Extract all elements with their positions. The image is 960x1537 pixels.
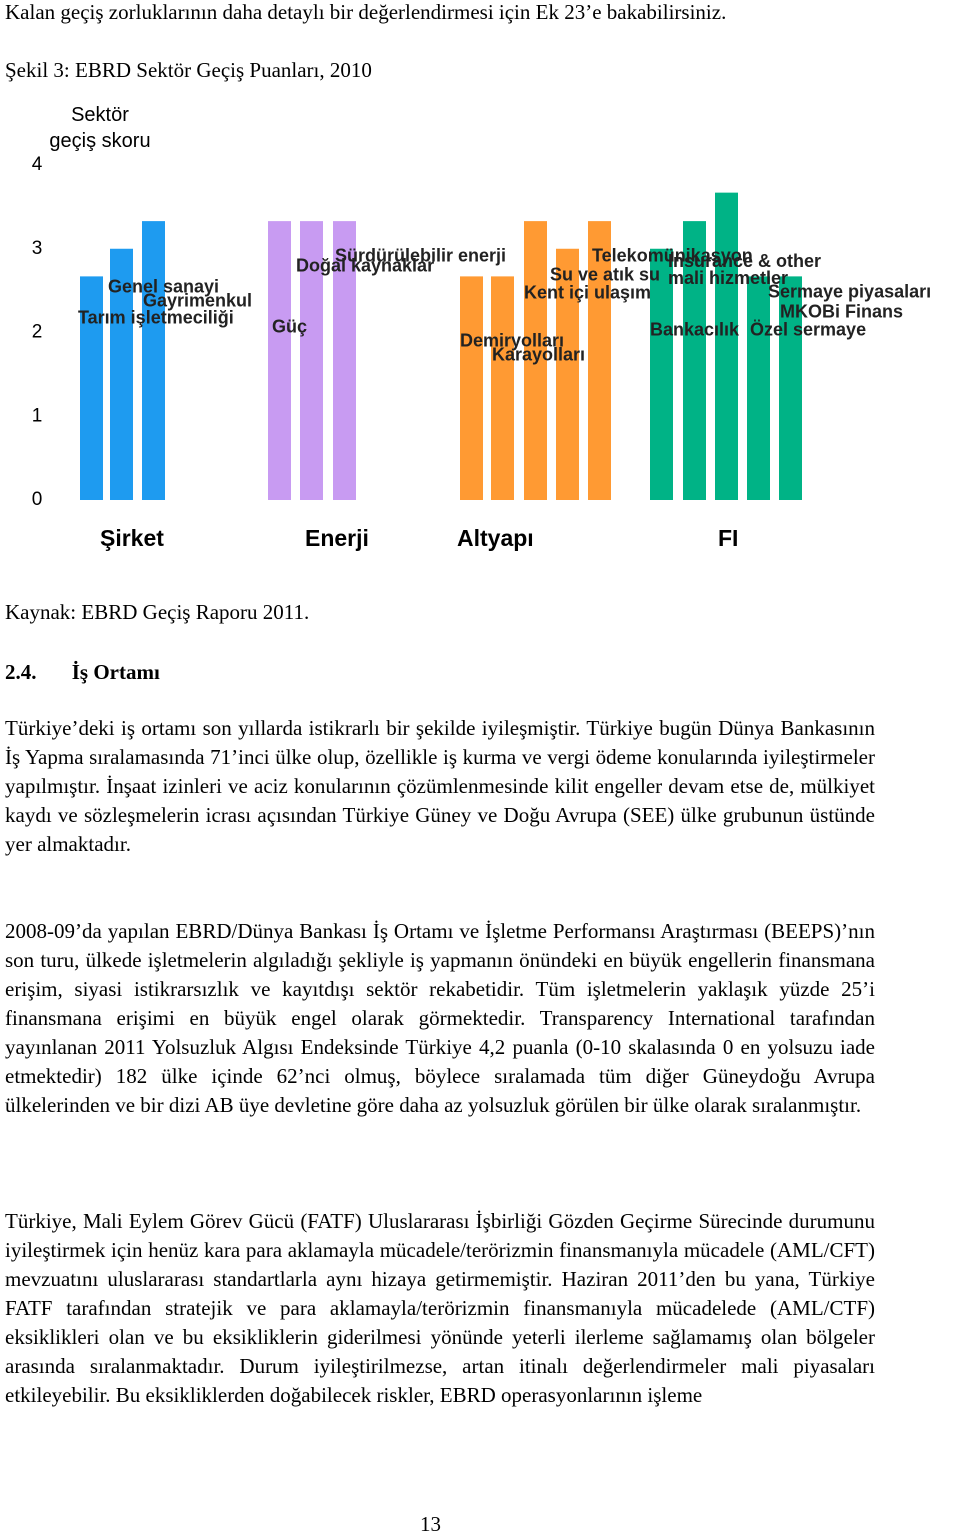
bar <box>650 248 673 500</box>
bar <box>333 221 356 501</box>
category-label: Karayolları <box>492 344 586 365</box>
category-label: Tarım işletmeciliği <box>78 307 234 328</box>
section-title: İş Ortamı <box>71 660 160 684</box>
y-tick-label: 3 <box>32 238 43 259</box>
chart: 0 1 2 3 4 <box>32 154 802 510</box>
paragraph: 2008-09’da yapılan EBRD/Dünya Bankası İş… <box>5 919 875 1117</box>
y-tick-label: 4 <box>32 154 43 175</box>
bar <box>491 276 514 500</box>
bar <box>142 221 165 501</box>
category-label: Doğal kaynaklar <box>296 255 435 276</box>
category-label: Genel sanayi <box>108 276 220 297</box>
category-label: Telekomünikasyon <box>592 245 753 266</box>
bar <box>524 221 547 501</box>
bar <box>715 192 738 500</box>
section-heading: 2.4. İş Ortamı <box>5 660 160 685</box>
group-label: Enerji <box>305 525 369 551</box>
category-label: Insurance & other mali hizmetler <box>668 251 822 288</box>
page-number: 13 <box>420 1512 441 1536</box>
category-label: MKOBi Finans <box>780 301 904 322</box>
paragraph: Türkiye, Mali Eylem Görev Gücü (FATF) Ul… <box>5 1209 875 1407</box>
category-label: Bankacılık <box>650 319 740 340</box>
bar <box>300 221 323 501</box>
section-number: 2.4. <box>5 660 37 684</box>
bar <box>747 276 770 500</box>
y-tick-label: 1 <box>32 405 43 426</box>
bar <box>588 221 611 501</box>
bar <box>779 276 802 500</box>
category-label: Özel sermaye <box>750 319 867 340</box>
category-label: Su ve atık su <box>550 264 661 285</box>
y-axis-label: Sektör geçiş skoru <box>49 104 151 152</box>
category-label: Sermaye piyasaları <box>768 281 932 302</box>
figure-title: Şekil 3: EBRD Sektör Geçiş Puanları, 201… <box>5 58 372 82</box>
category-label: Demiryolları <box>460 330 565 351</box>
group-label: Şirket <box>100 525 164 551</box>
intro: Kalan geçiş zorluklarının daha detaylı b… <box>5 0 727 24</box>
bar <box>683 221 706 501</box>
bar <box>460 276 483 500</box>
y-tick-label: 2 <box>32 322 43 343</box>
group-label: FI <box>718 525 739 551</box>
bar <box>556 248 579 500</box>
category-label: Güç <box>272 316 308 337</box>
bar <box>110 248 133 500</box>
bar <box>80 276 103 500</box>
paragraph: Türkiye’deki iş ortamı son yıllarda isti… <box>5 716 875 856</box>
group-label: Altyapı <box>457 525 534 551</box>
source: Kaynak: EBRD Geçiş Raporu 2011. <box>5 600 310 624</box>
category-label: Gayrimenkul <box>143 290 253 311</box>
category-label: Kent içi ulaşım <box>524 282 652 303</box>
bar <box>268 221 291 501</box>
category-label: Sürdürülebilir enerji <box>335 245 507 266</box>
y-tick-label: 0 <box>32 489 43 510</box>
